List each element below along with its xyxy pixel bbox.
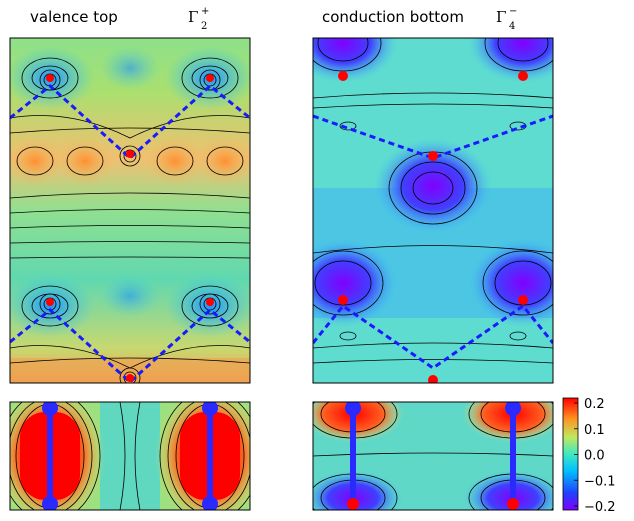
colorbar: 0.2 0.1 0.0 −0.1 −0.2 [562, 397, 616, 515]
tick-label: −0.1 [584, 474, 616, 489]
title: valence top [30, 8, 118, 26]
symbol: Γ [188, 8, 198, 26]
symbol-sub: 2 [201, 21, 207, 32]
panel-title: valence top Γ 2 + conduction bottom Γ 4 … [30, 6, 517, 32]
title: conduction bottom [322, 8, 464, 26]
contour-map [9, 37, 251, 384]
tick-label: 0.2 [584, 397, 605, 412]
contour-map [312, 37, 554, 384]
tick-label: 0.1 [584, 423, 605, 438]
tick-label: −0.2 [584, 500, 616, 515]
colorbar-scale [562, 397, 579, 511]
symbol-sub: 4 [509, 21, 515, 32]
symbol-sup: − [509, 6, 517, 17]
symbol: Γ [496, 8, 506, 26]
symbol-sup: + [201, 6, 209, 17]
contour-map [312, 401, 554, 511]
contour-map [9, 401, 251, 511]
tick-label: 0.0 [584, 449, 605, 464]
